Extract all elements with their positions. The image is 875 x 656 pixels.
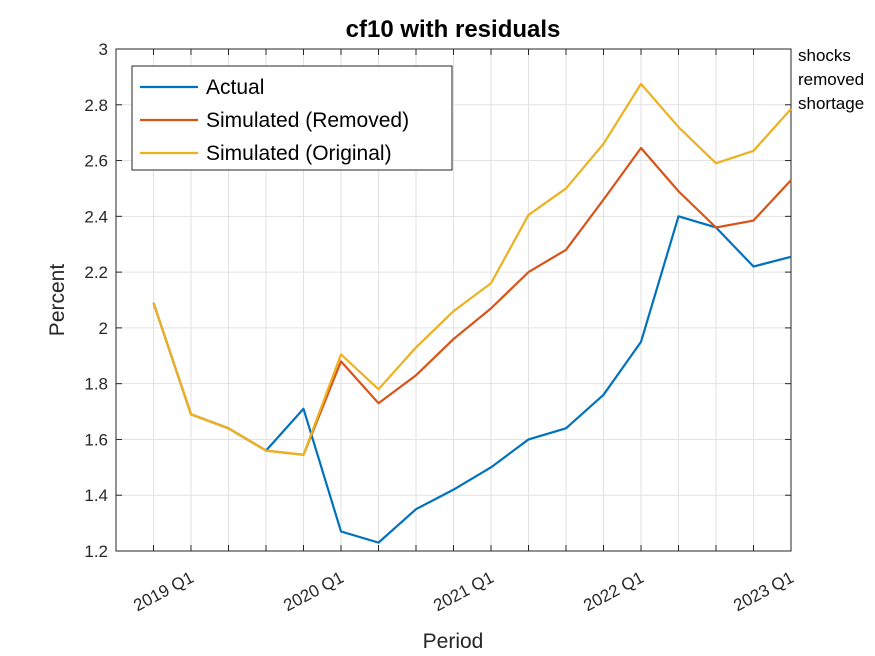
series-line-1 [152, 215, 792, 544]
y-tick-label: 2.6 [84, 152, 108, 171]
y-tick-label: 1.4 [84, 486, 108, 505]
x-tick-label: 2022 Q1 [580, 568, 647, 615]
y-axis-ticks: 1.2 1.4 1.6 1.8 2 2.2 2.4 2.6 2.8 3 [84, 40, 791, 561]
series-line-3 [152, 82, 792, 456]
annotation-line-1: shocks [798, 46, 851, 65]
legend: Actual Simulated (Removed) Simulated (Orig… [131, 65, 453, 171]
chart-title: cf10 with residuals [346, 16, 561, 43]
x-tick-label: 2023 Q1 [730, 568, 797, 615]
y-tick-label: 2.4 [84, 207, 108, 226]
y-tick-label: 2 [99, 319, 108, 338]
series-line-2 [152, 146, 792, 456]
annotation-line-2: removed [798, 70, 864, 89]
y-tick-label: 1.8 [84, 375, 108, 394]
y-tick-label: 3 [99, 40, 108, 59]
legend-label: Actual [206, 76, 264, 99]
side-annotation: shocks removed shortage [798, 46, 864, 113]
y-tick-label: 2.2 [84, 263, 108, 282]
y-tick-label: 1.6 [84, 430, 108, 449]
y-axis-label: Percent [46, 264, 69, 337]
legend-label: Simulated (Original) [206, 142, 392, 165]
x-tick-label: 2021 Q1 [430, 568, 497, 615]
x-tick-label: 2019 Q1 [130, 568, 197, 615]
x-tick-label: 2020 Q1 [280, 568, 347, 615]
annotation-line-3: shortage [798, 94, 864, 113]
legend-label: Simulated (Removed) [206, 109, 409, 132]
y-tick-label: 2.8 [84, 96, 108, 115]
series-lines [152, 82, 792, 544]
y-tick-label: 1.2 [84, 542, 108, 561]
x-axis-label: Period [423, 630, 484, 653]
